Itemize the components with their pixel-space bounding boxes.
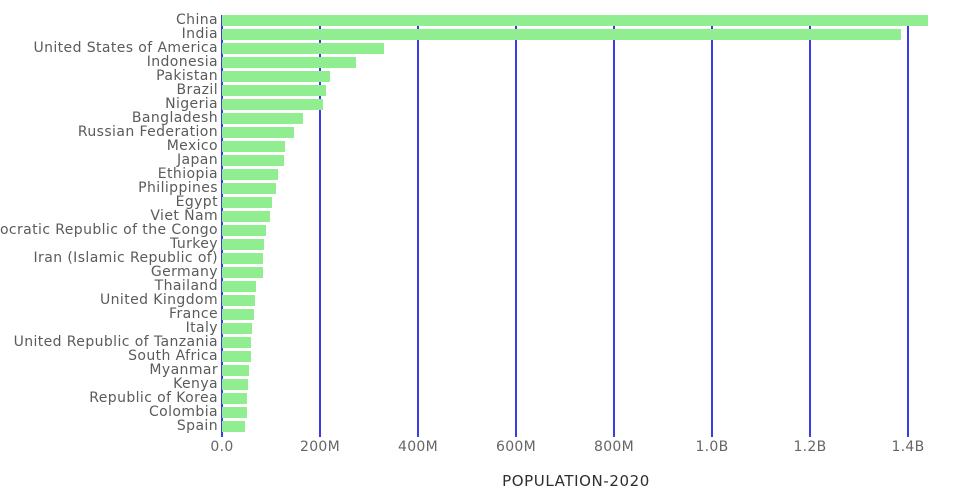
bar [222, 323, 252, 334]
bar [222, 183, 276, 194]
x-tick-label: 1.4B [891, 439, 925, 455]
gridline [613, 15, 615, 437]
y-axis-label: Philippines [138, 180, 218, 196]
y-axis-label: Germany [150, 264, 218, 280]
gridline [515, 15, 517, 437]
x-tick-label: 1.0B [695, 439, 729, 455]
bar [222, 155, 284, 166]
x-tick-label: 200M [299, 439, 340, 455]
y-axis-label: Republic of Korea [89, 390, 218, 406]
bar [222, 99, 323, 110]
x-tick-label: 400M [397, 439, 438, 455]
bar [222, 71, 331, 82]
bar [222, 211, 270, 222]
y-axis-label: Pakistan [156, 68, 218, 84]
x-tick-label: 1.2B [793, 439, 827, 455]
y-axis-label: Democratic Republic of the Congo [0, 222, 218, 238]
bar [222, 43, 385, 54]
y-axis-label: Indonesia [146, 54, 218, 70]
y-axis-label: Myanmar [149, 362, 218, 378]
bar [222, 29, 901, 40]
bar [222, 393, 247, 404]
bar [222, 379, 249, 390]
bar [222, 225, 267, 236]
bar [222, 267, 264, 278]
y-axis-label: United States of America [33, 40, 218, 56]
bar [222, 239, 264, 250]
gridline [809, 15, 811, 437]
gridline [711, 15, 713, 437]
y-axis-label: China [176, 12, 218, 28]
bar [222, 253, 264, 264]
y-axis-label: Egypt [175, 194, 218, 210]
x-tick-label: 800M [593, 439, 634, 455]
y-axis-label: Viet Nam [150, 208, 218, 224]
y-axis-label: Spain [176, 418, 218, 434]
y-axis-label: Turkey [170, 236, 218, 252]
x-tick-label: 0.0 [210, 439, 234, 455]
y-axis-label: Nigeria [165, 96, 218, 112]
y-axis-label: Bangladesh [131, 110, 218, 126]
y-axis-label: Russian Federation [77, 124, 218, 140]
y-axis-label: Thailand [154, 278, 218, 294]
bar [222, 127, 294, 138]
bar [222, 281, 257, 292]
y-axis-label: Kenya [173, 376, 218, 392]
bar [222, 351, 251, 362]
y-axis-label: Italy [185, 320, 218, 336]
bar [222, 407, 247, 418]
gridline [319, 15, 321, 437]
bar [222, 85, 327, 96]
bar [222, 309, 254, 320]
x-axis-title: POPULATION-2020 [502, 472, 650, 490]
y-axis-label: Japan [176, 152, 218, 168]
y-axis-label: France [169, 306, 218, 322]
bar [222, 295, 256, 306]
bar [222, 15, 928, 26]
bar [222, 169, 279, 180]
y-axis-label: Colombia [149, 404, 218, 420]
y-axis-label: South Africa [128, 348, 218, 364]
gridline [417, 15, 419, 437]
y-axis-label: Iran (Islamic Republic of) [33, 250, 218, 266]
gridline [907, 15, 909, 437]
bar [222, 365, 249, 376]
y-axis-label: India [181, 26, 218, 42]
bar [222, 113, 303, 124]
bar [222, 421, 246, 432]
y-axis-label: United Kingdom [100, 292, 218, 308]
y-axis-label: United Republic of Tanzania [13, 334, 218, 350]
bar [222, 57, 356, 68]
y-axis-label: Brazil [176, 82, 218, 98]
bar [222, 141, 286, 152]
x-tick-label: 600M [495, 439, 536, 455]
bar [222, 337, 252, 348]
y-axis-label: Mexico [166, 138, 218, 154]
bar [222, 197, 272, 208]
y-axis-label: Ethiopia [157, 166, 218, 182]
